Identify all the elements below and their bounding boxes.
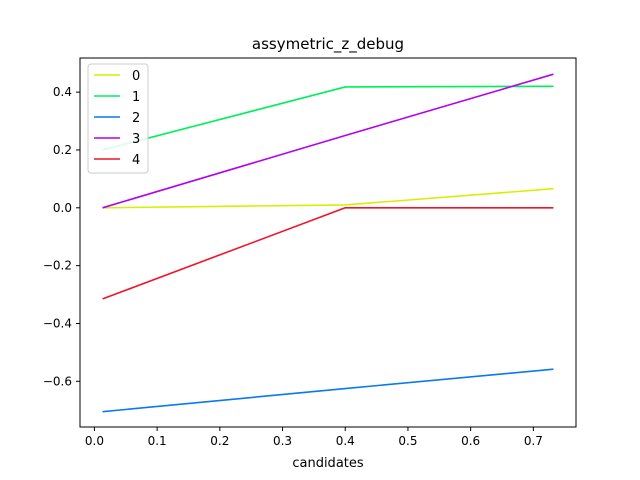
plot-area [79,57,577,428]
y-tick-label: 0.2 [53,143,72,157]
legend-label-1: 1 [132,90,140,105]
x-tick-label: 0.4 [336,434,355,448]
legend-box [87,63,149,174]
series-line-3 [102,73,554,209]
x-tick-label: 0.0 [85,434,104,448]
legend-label-2: 2 [132,111,140,126]
y-tick-label: −0.4 [43,316,72,330]
y-tick-label: 0.4 [53,85,72,99]
series-line-2 [102,368,554,413]
x-tick-label: 0.3 [273,434,292,448]
legend: 0 1 2 3 4 [87,63,149,174]
chart-title: assymetric_z_debug [252,35,404,54]
y-tick-label: −0.6 [43,374,72,388]
legend-label-3: 3 [132,132,140,147]
axes-frame [79,57,577,428]
x-tick-label: 0.7 [524,434,543,448]
x-axis-label: candidates [292,456,364,471]
series-line-0 [102,187,554,209]
series-line-4 [102,207,554,300]
x-tick-label: 0.6 [461,434,480,448]
axis-ticks: 0.0 0.1 0.2 0.3 0.4 0.5 0.6 0.7 −0.6 −0.4 −0.2 0.0 0… [43,85,543,448]
x-tick-label: 0.1 [148,434,167,448]
y-tick-label: −0.2 [43,259,72,273]
y-tick-label: 0.0 [53,201,72,215]
x-tick-label: 0.2 [210,434,229,448]
legend-label-0: 0 [132,69,140,84]
series-line-1 [102,85,554,151]
legend-label-4: 4 [132,153,140,168]
x-tick-label: 0.5 [398,434,417,448]
